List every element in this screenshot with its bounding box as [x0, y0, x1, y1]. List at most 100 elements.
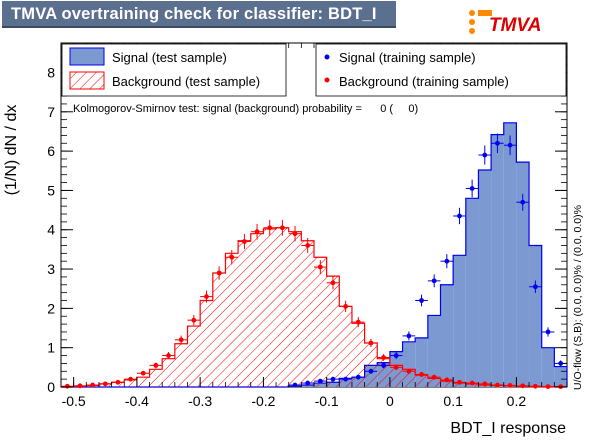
histogram-bar	[288, 231, 302, 387]
data-point	[279, 225, 285, 231]
svg-text:TMVA: TMVA	[489, 15, 541, 36]
data-point	[115, 379, 121, 385]
y-tick-label: 2	[47, 300, 55, 316]
data-point	[90, 382, 96, 388]
data-point	[520, 383, 526, 389]
histogram-bar	[516, 162, 530, 387]
histogram-bar	[351, 323, 365, 387]
tmva-logo: TMVA	[469, 10, 541, 36]
data-point	[216, 270, 222, 276]
histogram-bar	[136, 377, 150, 387]
histogram-bar	[389, 365, 403, 387]
x-tick-label: -0.2	[251, 393, 275, 409]
x-tick-label: -0.1	[315, 393, 339, 409]
histogram-bar	[440, 381, 454, 387]
histogram-bar	[402, 369, 416, 387]
histogram-bar	[465, 198, 479, 387]
y-tick-label: 6	[47, 143, 55, 159]
y-tick-label: 7	[47, 104, 55, 120]
x-tick-label: 0.2	[507, 393, 527, 409]
data-point	[368, 368, 374, 374]
histogram-bar	[503, 122, 517, 388]
data-point	[355, 374, 361, 380]
data-point	[242, 239, 247, 244]
data-point	[128, 376, 133, 382]
data-point	[140, 370, 146, 376]
histogram-bar	[225, 253, 239, 387]
histogram-bar	[149, 369, 163, 387]
data-point	[457, 379, 462, 385]
data-point	[532, 383, 538, 389]
y-tick-label: 1	[47, 340, 55, 356]
histogram-bar	[440, 284, 454, 387]
histogram-bar	[187, 326, 201, 387]
chart-title: TMVA overtraining check for classifier: …	[11, 5, 377, 23]
legend-marker-background-training	[324, 77, 330, 83]
data-point	[431, 374, 437, 380]
data-point	[393, 353, 399, 358]
data-point	[204, 294, 209, 299]
x-axis-label: BDT_I response	[450, 420, 566, 437]
data-point	[229, 254, 235, 260]
histogram-bar	[529, 245, 542, 387]
legend-box-right	[315, 43, 567, 97]
x-tick-label: -0.3	[188, 393, 212, 409]
data-point	[343, 376, 349, 382]
data-point	[292, 382, 298, 388]
data-point	[482, 152, 488, 158]
data-point	[558, 361, 564, 366]
data-point	[495, 382, 500, 388]
data-point	[355, 319, 361, 325]
data-point	[419, 372, 424, 377]
histogram-bar	[491, 134, 504, 387]
histogram-bar	[326, 276, 340, 387]
data-point	[545, 384, 551, 390]
histogram-bar	[250, 233, 264, 387]
data-point	[444, 377, 450, 383]
data-point	[393, 364, 399, 370]
legend-swatch-signal-test	[69, 47, 105, 66]
data-point	[153, 362, 159, 368]
histogram-bar	[314, 257, 327, 387]
signal-training-points	[288, 133, 567, 388]
data-point	[178, 337, 184, 343]
data-point	[317, 378, 323, 384]
legend-marker-signal-training	[324, 54, 330, 60]
legend-swatch-background-test	[69, 71, 105, 90]
data-point	[292, 231, 298, 237]
histogram-bar	[339, 306, 352, 387]
histogram-bar	[453, 383, 466, 387]
histogram-bar	[453, 255, 466, 387]
x-tick-label: 0	[386, 393, 394, 409]
histogram-bar	[541, 347, 555, 387]
histogram-bar	[478, 169, 492, 387]
histogram-bar	[124, 379, 137, 387]
x-tick-label: -0.5	[62, 393, 86, 409]
data-point	[254, 229, 260, 235]
data-point	[191, 317, 197, 323]
y-tick-label: 0	[47, 379, 55, 395]
y-axis-label: (1/N) dN / dx	[3, 105, 20, 196]
data-point	[457, 213, 462, 219]
data-point	[469, 186, 475, 191]
data-point	[368, 340, 374, 346]
data-point	[444, 258, 450, 264]
data-point	[330, 376, 336, 382]
chart-title-bar: TMVA overtraining check for classifier: …	[2, 1, 396, 28]
histogram-bar	[415, 375, 428, 387]
histogram-bar	[212, 272, 226, 387]
data-point	[495, 140, 500, 146]
y-tick-label: 8	[47, 64, 55, 80]
histogram-bar	[554, 366, 567, 387]
data-point	[330, 280, 336, 286]
data-point	[305, 243, 311, 248]
data-point	[77, 383, 83, 389]
data-point	[469, 380, 475, 386]
histogram-bar	[301, 240, 314, 387]
data-point	[267, 225, 273, 231]
data-point	[520, 199, 526, 205]
data-point	[406, 333, 412, 339]
y-tick-label: 4	[47, 222, 55, 238]
y-tick-label: 3	[47, 261, 55, 277]
data-point	[419, 298, 424, 303]
